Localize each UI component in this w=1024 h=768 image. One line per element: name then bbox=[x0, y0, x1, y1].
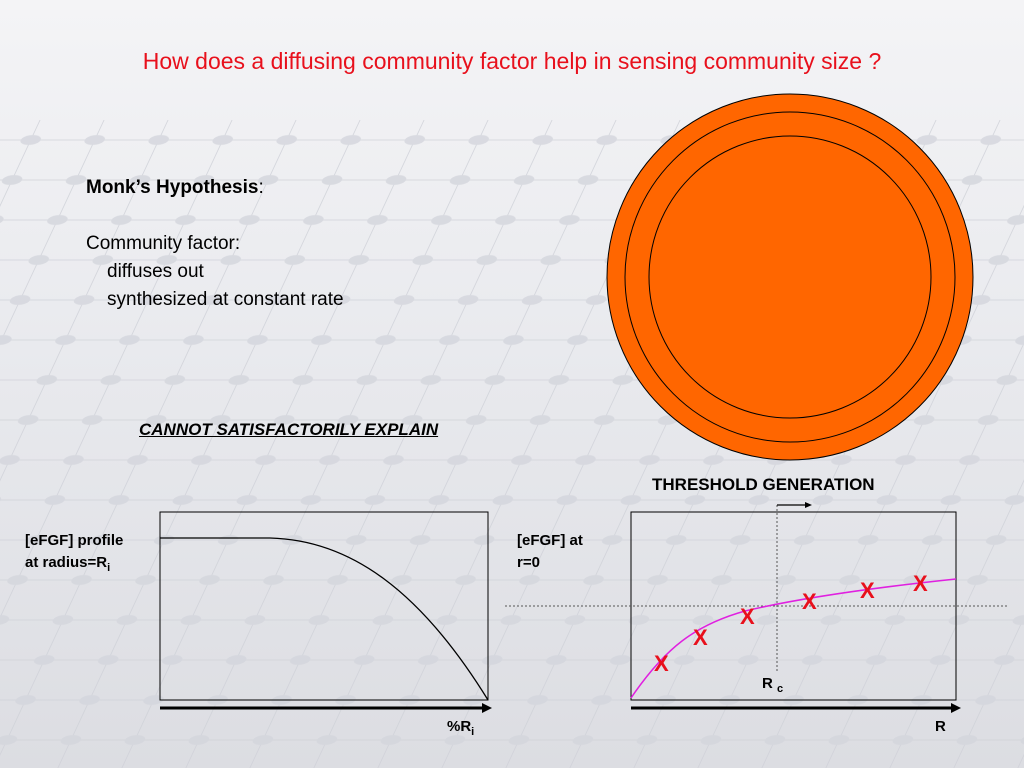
left-graph-frame bbox=[159, 511, 489, 701]
slide-title: How does a diffusing community factor he… bbox=[142, 48, 882, 74]
left-graph-ylabel: [eFGF] profile at radius=Ri bbox=[25, 530, 123, 579]
right-ylabel-line1: [eFGF] at bbox=[517, 532, 583, 549]
cannot-explain-heading: CANNOT SATISFACTORILY EXPLAIN bbox=[139, 420, 439, 439]
marker-x-5: X bbox=[860, 578, 875, 603]
hypothesis-colon: : bbox=[258, 177, 264, 198]
rc-sub: c bbox=[777, 683, 784, 695]
left-graph-xlabel: %Ri bbox=[447, 716, 474, 743]
right-graph-curve bbox=[630, 578, 957, 699]
right-graph-ylabel: [eFGF] at r=0 bbox=[517, 530, 583, 574]
right-ylabel-line2: r=0 bbox=[517, 554, 540, 571]
left-ylabel-line2-wrap: at radius=Ri bbox=[25, 552, 123, 579]
threshold-arrowhead bbox=[805, 502, 812, 508]
right-xaxis-arrowhead bbox=[951, 703, 961, 713]
right-graph-xlabel: R bbox=[935, 718, 946, 735]
left-ylabel-line1: [eFGF] profile bbox=[25, 532, 124, 549]
middle-circle bbox=[624, 111, 956, 443]
point-synthesized: synthesized at constant rate bbox=[107, 289, 344, 310]
outer-circle bbox=[606, 93, 974, 461]
marker-x-2: X bbox=[693, 625, 708, 650]
left-ylabel-sub: i bbox=[107, 562, 111, 574]
rc-label: R c bbox=[762, 673, 783, 700]
rc-text: R bbox=[762, 675, 773, 692]
community-factor-label: Community factor: bbox=[86, 233, 241, 254]
marker-x-6: X bbox=[913, 571, 928, 596]
hypothesis-heading: Monk’s Hypothesis bbox=[86, 177, 259, 198]
left-xaxis-arrowhead bbox=[482, 703, 492, 713]
marker-x-4: X bbox=[802, 589, 817, 614]
left-ylabel-line2: at radius=R bbox=[25, 554, 108, 571]
marker-x-1: X bbox=[654, 651, 669, 676]
left-xlabel-sub: i bbox=[471, 726, 475, 738]
left-xlabel-text: %R bbox=[447, 718, 472, 735]
marker-x-3: X bbox=[740, 604, 755, 629]
left-graph-curve bbox=[160, 537, 489, 701]
hypothesis-block: Monk’s Hypothesis: Community factor: dif… bbox=[86, 174, 344, 314]
threshold-generation-label: THRESHOLD GENERATION bbox=[652, 475, 875, 494]
hypothesis-heading-line: Monk’s Hypothesis: bbox=[86, 174, 344, 202]
inner-circle bbox=[648, 135, 932, 419]
point-diffuses: diffuses out bbox=[107, 261, 204, 282]
